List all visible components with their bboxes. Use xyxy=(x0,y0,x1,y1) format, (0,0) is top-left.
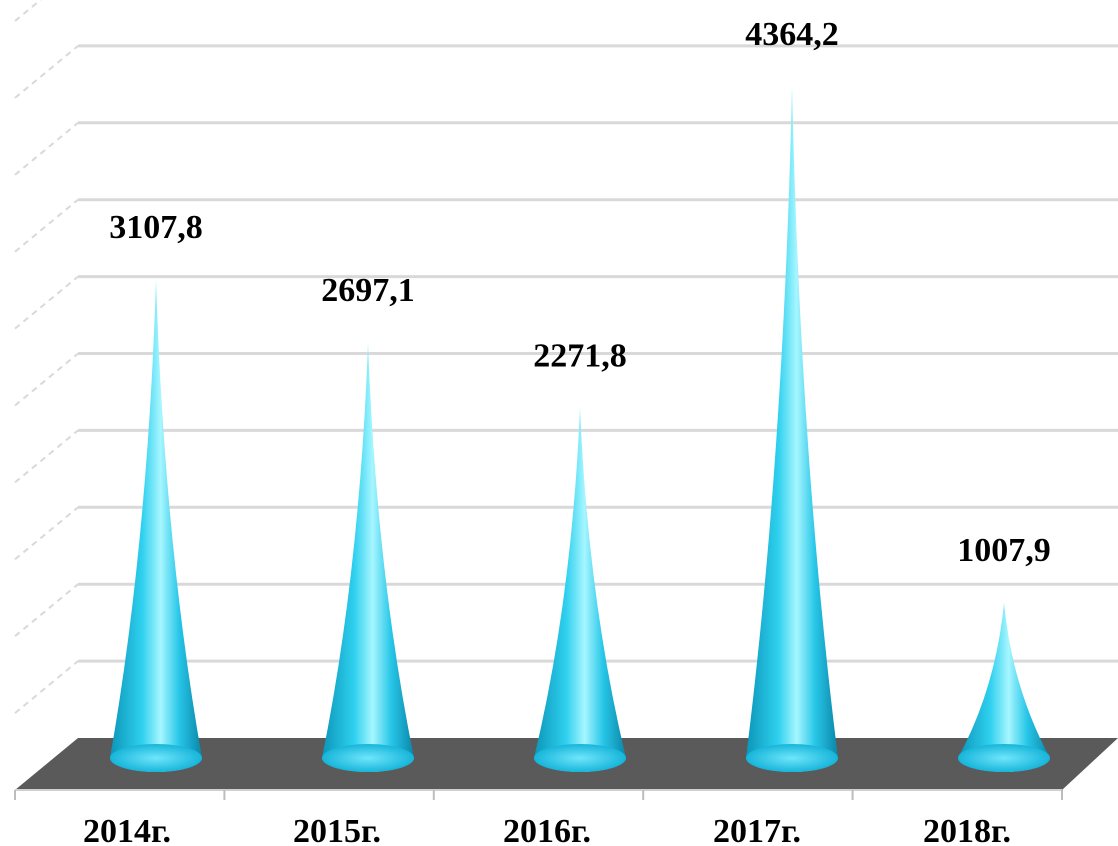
cone-bar xyxy=(534,408,626,772)
cone-bar xyxy=(110,280,202,772)
cone-base xyxy=(534,744,626,772)
cone-body xyxy=(958,602,1050,772)
x-tick-label: 2018г. xyxy=(923,813,1011,846)
cone-body xyxy=(534,408,626,772)
side-gridline xyxy=(14,122,79,176)
cone-body xyxy=(746,86,838,773)
data-label: 4364,2 xyxy=(745,16,839,53)
cone-bar xyxy=(746,86,838,773)
side-gridline xyxy=(14,352,79,407)
cones xyxy=(110,86,1050,773)
side-gridline xyxy=(14,198,79,253)
side-gridline xyxy=(14,583,79,637)
gridlines xyxy=(14,0,1118,714)
x-tick-label: 2017г. xyxy=(713,813,801,846)
cone-base xyxy=(110,744,202,772)
side-gridline xyxy=(14,0,43,22)
x-axis xyxy=(14,789,1063,800)
side-gridline xyxy=(14,660,79,714)
cone-base xyxy=(958,744,1050,772)
side-gridline xyxy=(14,429,79,484)
cone-body xyxy=(322,343,414,772)
category-labels: 2014г. 2015г. 2016г. 2017г. 2018г. xyxy=(83,813,1011,846)
side-gridline xyxy=(14,275,79,330)
x-tick-label: 2016г. xyxy=(503,813,591,846)
cone-bar xyxy=(322,343,414,772)
side-gridline xyxy=(14,506,79,561)
x-tick-label: 2015г. xyxy=(293,813,381,846)
data-label: 2271,8 xyxy=(533,338,627,375)
cone-body xyxy=(110,280,202,772)
side-gridline xyxy=(14,45,79,99)
data-label: 3107,8 xyxy=(109,209,203,246)
cone-bar xyxy=(958,602,1050,772)
data-label: 1007,9 xyxy=(957,532,1051,569)
x-tick-label: 2014г. xyxy=(83,813,171,846)
value-labels: 3107,8 2697,1 2271,8 4364,2 1007,9 xyxy=(109,16,1051,569)
data-label: 2697,1 xyxy=(321,272,415,309)
cone-base xyxy=(746,744,838,772)
cone-base xyxy=(322,744,414,772)
